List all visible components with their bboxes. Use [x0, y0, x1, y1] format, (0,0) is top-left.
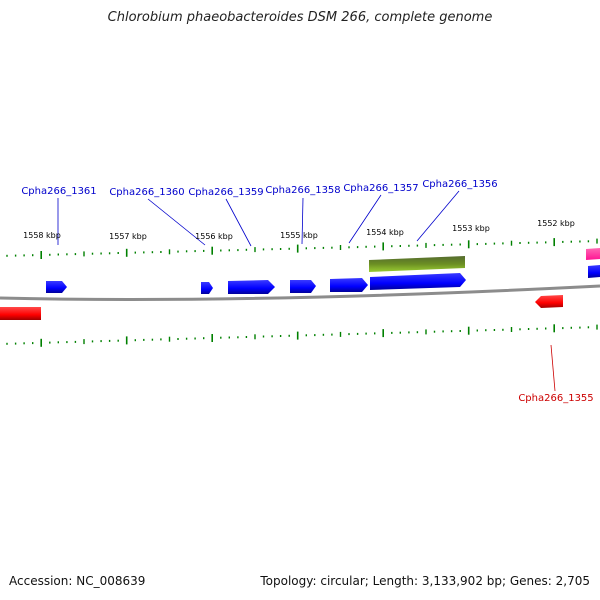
gene-arrow[interactable] [0, 307, 41, 320]
gene-label[interactable]: Cpha266_1361 [21, 186, 96, 197]
tick-label: 1557 kbp [109, 232, 147, 241]
inner-tick-ring [6, 324, 598, 347]
accession-text: Accession: NC_008639 [9, 574, 146, 588]
gene-arrow[interactable] [228, 280, 275, 294]
gene-label[interactable]: Cpha266_1355 [518, 393, 593, 404]
tick-label: 1553 kbp [452, 224, 490, 233]
gene-label[interactable]: Cpha266_1356 [422, 179, 497, 190]
outer-tick-ring [6, 238, 598, 259]
genome-summary-text: Topology: circular; Length: 3,133,902 bp… [260, 574, 590, 588]
tick-label: 1554 kbp [366, 228, 404, 237]
tick-label: 1555 kbp [280, 231, 318, 240]
forward-genes [46, 265, 600, 294]
gene-arrow[interactable] [201, 282, 213, 294]
other-feature[interactable] [586, 248, 600, 260]
label-leaders [57, 190, 556, 392]
tick-label: 1558 kbp [23, 231, 61, 240]
gene-labels: Cpha266_1361 Cpha266_1360 Cpha266_1359 C… [21, 179, 593, 404]
gene-arrow[interactable] [588, 265, 600, 278]
gene-label[interactable]: Cpha266_1358 [265, 185, 340, 196]
gene-arrow[interactable] [290, 280, 316, 293]
gene-arrow[interactable] [370, 273, 466, 290]
rna-feature[interactable] [369, 256, 465, 272]
tick-label: 1556 kbp [195, 232, 233, 241]
gene-label[interactable]: Cpha266_1360 [109, 187, 184, 198]
gene-arrow[interactable] [330, 278, 368, 292]
tick-labels: 1558 kbp 1557 kbp 1556 kbp 1555 kbp 1554… [23, 219, 575, 241]
reverse-genes [0, 295, 563, 320]
tick-label: 1552 kbp [537, 219, 575, 228]
gene-arrow[interactable] [535, 295, 563, 308]
genome-backbone [0, 284, 600, 301]
gene-label[interactable]: Cpha266_1359 [188, 187, 263, 198]
gene-arrow[interactable] [46, 281, 67, 293]
map-title: Chlorobium phaeobacteroides DSM 266, com… [107, 10, 493, 25]
gene-label[interactable]: Cpha266_1357 [343, 183, 418, 194]
